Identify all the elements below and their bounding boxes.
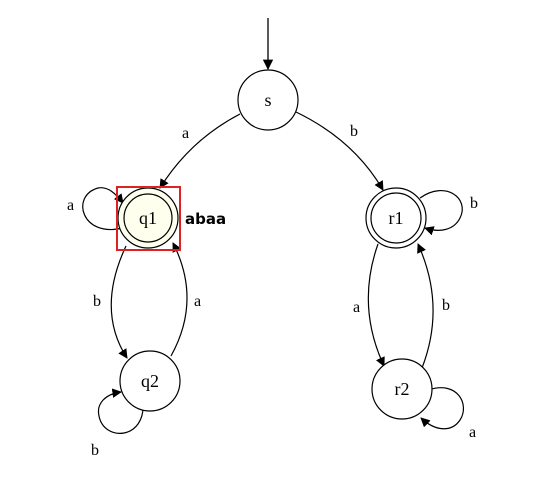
state-q1: q1 (117, 187, 179, 249)
transition-r2-loop (420, 387, 465, 430)
transition-r1-loop (419, 190, 463, 236)
transition-label-r1-loop: b (470, 195, 478, 212)
transition-label-q2-q1: a (194, 293, 201, 310)
input-string: abaa (185, 210, 226, 228)
transition-label-q2-loop: b (91, 442, 99, 459)
transition-s-r1 (295, 111, 384, 191)
transition-label-r1-r2: a (353, 299, 360, 316)
state-label-r2: r2 (395, 379, 410, 399)
state-label-r1: r1 (389, 208, 404, 228)
transition-label-q1-loop: a (67, 197, 74, 214)
transition-r1-r2 (367, 243, 385, 367)
transition-r2-r1 (417, 243, 434, 369)
transition-s-q1 (159, 113, 241, 189)
state-label-q1: q1 (139, 208, 157, 228)
transition-label-s-q1: a (182, 125, 189, 142)
state-q2: q2 (119, 350, 181, 412)
transition-label-r2-loop: a (469, 424, 476, 441)
transition-label-r2-r1: b (442, 297, 450, 314)
state-s: s (237, 69, 299, 131)
state-r2: r2 (371, 358, 433, 420)
state-label-q2: q2 (141, 371, 159, 391)
transition-q1-loop (82, 187, 124, 231)
transition-label-s-r1: b (350, 123, 358, 140)
transition-q2-q1 (170, 242, 188, 357)
transition-q1-q2 (110, 245, 128, 359)
active-state-highlight (116, 186, 181, 251)
transition-q2-loop (97, 388, 144, 434)
state-label-s: s (264, 90, 271, 110)
transition-label-q1-q2: b (93, 293, 101, 310)
state-r1: r1 (365, 187, 427, 249)
